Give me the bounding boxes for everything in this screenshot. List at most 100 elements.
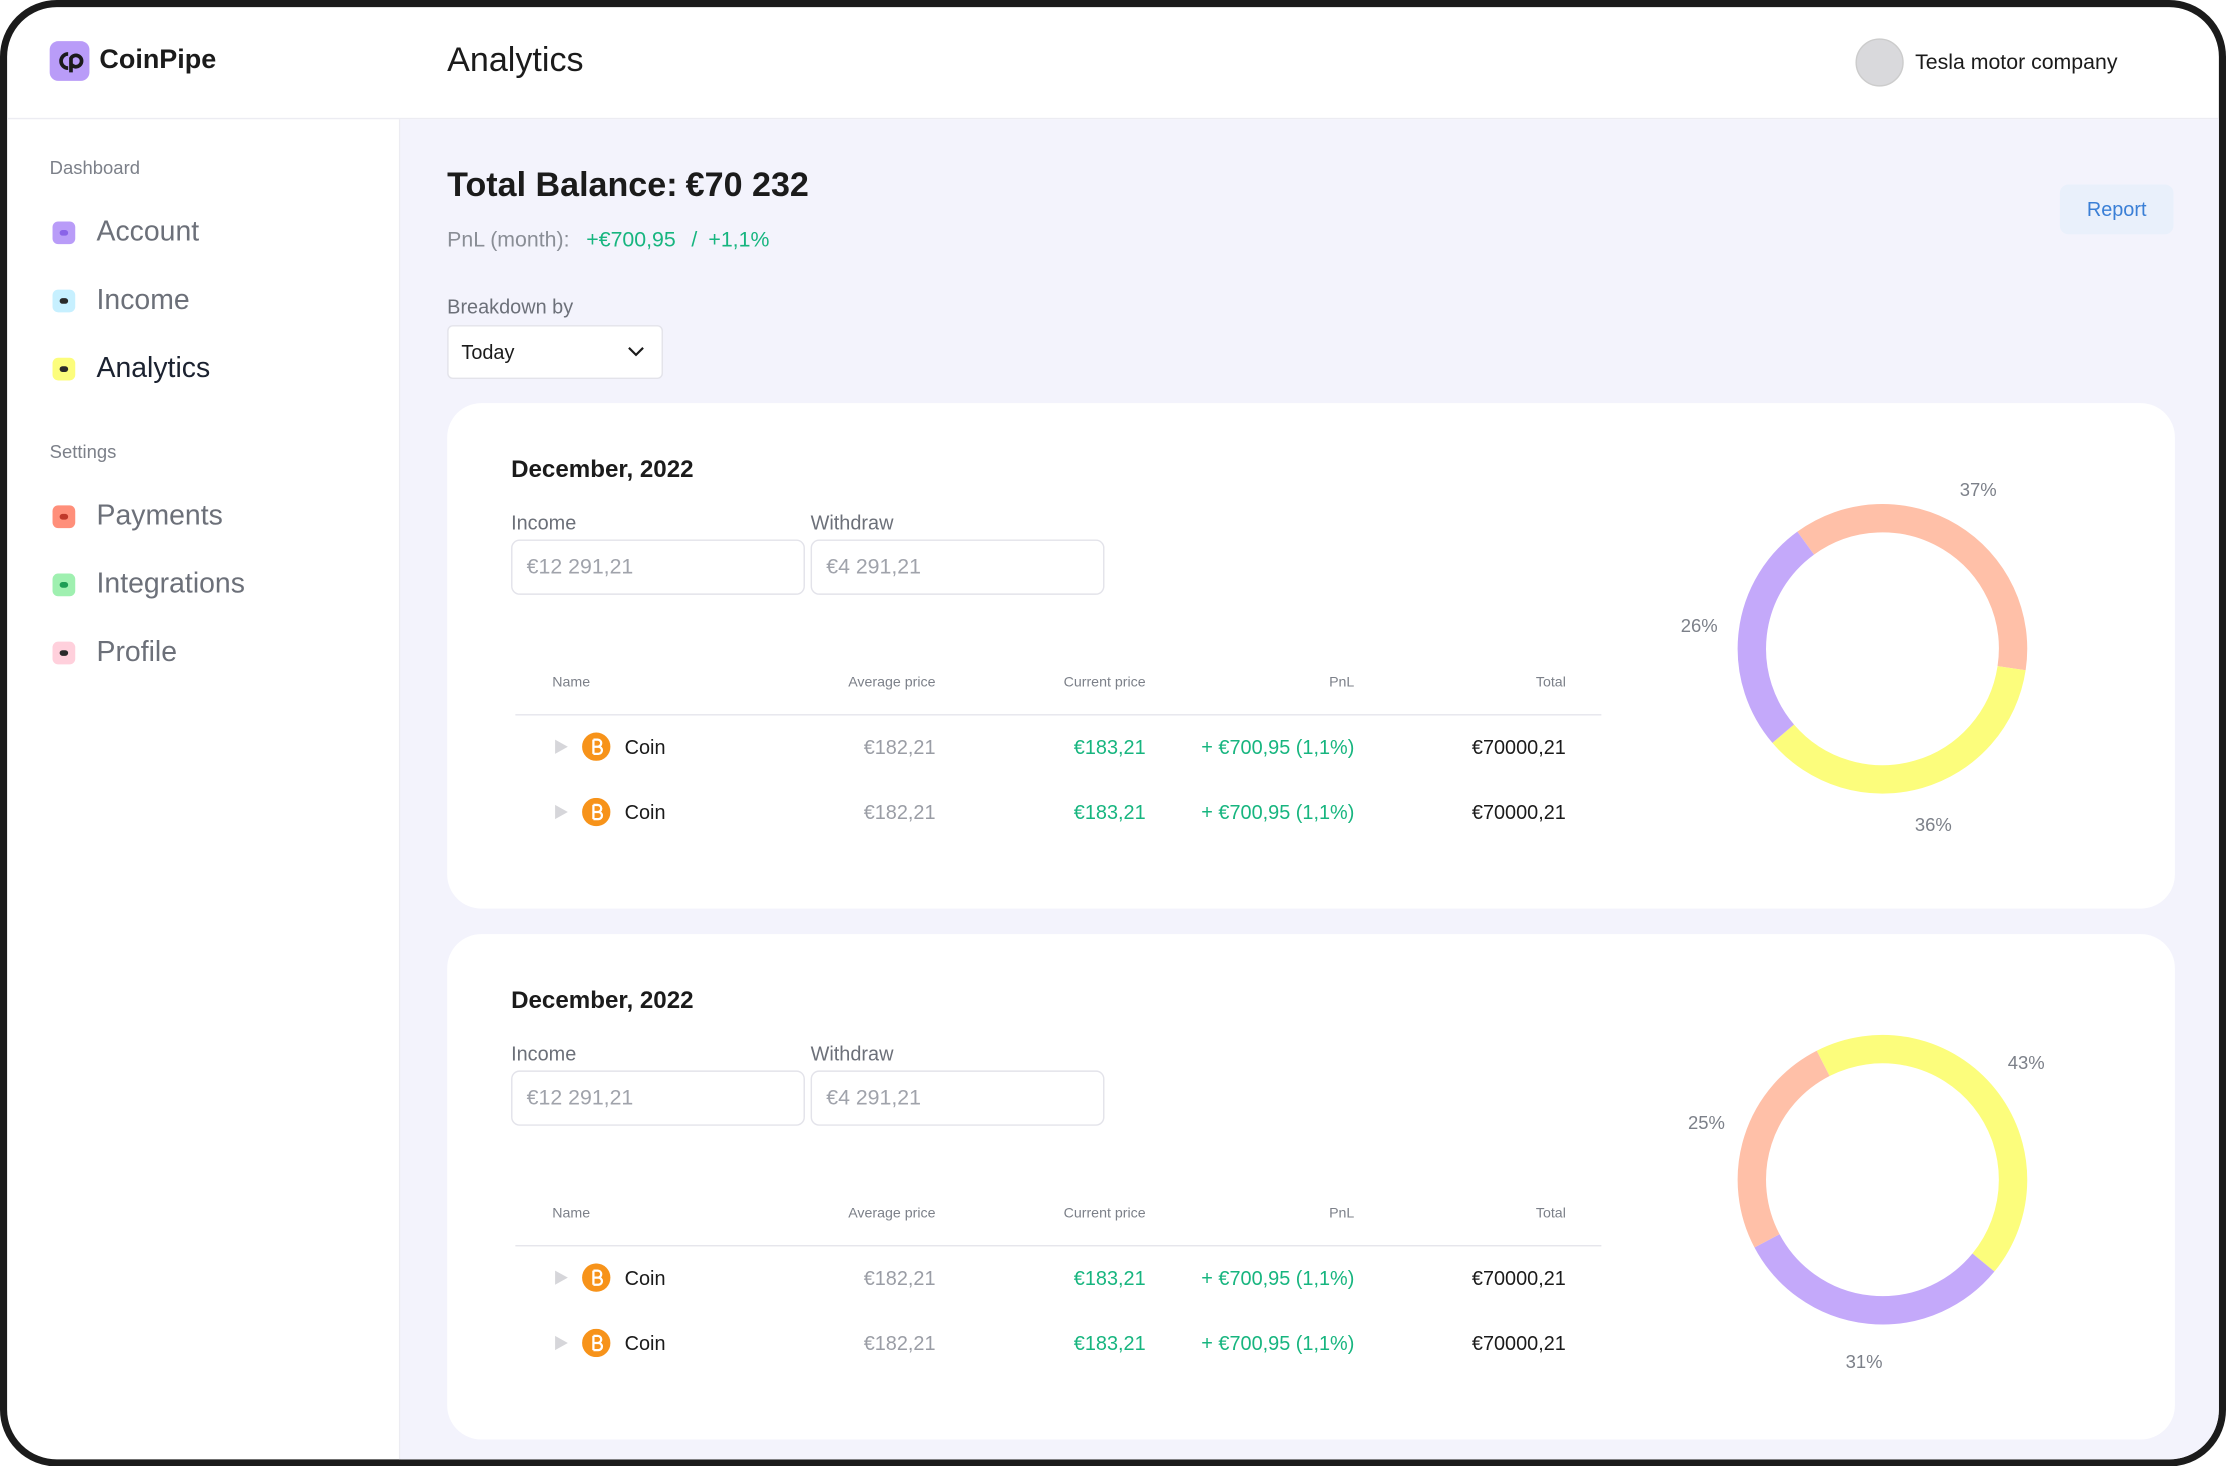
breakdown-select[interactable]: Today [447,325,663,380]
donut-label: 37% [1960,479,1997,500]
table-header: PnL [1329,675,1355,691]
table-cell: €70000,21 [1471,800,1566,824]
chevron [628,347,644,357]
field-label: Withdraw [810,511,894,534]
table-cell: Coin [624,1266,666,1290]
donut-segment [1737,1050,1830,1248]
donut-label: 36% [1915,814,1952,835]
table-cell: €182,21 [863,735,936,759]
nav-item[interactable]: Income [96,284,190,316]
field-label: Income [511,1042,577,1065]
nav-item[interactable]: Integrations [96,568,245,600]
logo-icon [49,41,90,81]
income-input[interactable]: €12 291,21 [511,539,805,595]
table-divider [515,714,1602,716]
card: December, 2022 Income Withdraw €12 291,21 €4… [447,934,2175,1440]
nav-icon[interactable] [52,573,76,597]
withdraw-input[interactable]: €4 291,21 [810,539,1105,595]
expand-toggle[interactable] [554,804,571,821]
coin-icon [582,732,611,761]
expand-toggle[interactable] [554,1269,571,1286]
table-header: Current price [1063,1205,1146,1222]
table-cell: Coin [624,735,666,759]
triangle [555,804,568,820]
header [7,7,2219,120]
pnl-separator: / [691,227,698,252]
nav-icon-dot [59,582,69,588]
section-title: Settings [49,440,117,463]
triangle [555,1270,568,1285]
nav-icon-dot [59,513,69,520]
table-header: Name [552,675,591,691]
withdraw-input[interactable]: €4 291,21 [810,1070,1105,1126]
donut-segment [1737,531,1815,743]
table-cell: €182,21 [863,1266,936,1290]
table-cell: Coin [624,800,666,824]
field-label: Income [511,511,577,534]
card-title: December, 2022 [511,455,694,483]
section-title: Dashboard [49,156,140,179]
table-cell: €70000,21 [1471,1331,1566,1355]
page-title: Analytics [447,41,584,80]
nav-icon[interactable] [52,357,76,381]
pnl-label: PnL (month): [447,227,570,252]
table-cell: + €700,95 (1,1%) [1201,1266,1355,1290]
nav-item[interactable]: Profile [96,636,178,668]
coin-icon [582,1263,611,1292]
table-header: Average price [848,675,936,691]
donut-chart: 43% 31% 25% [1688,1034,2045,1372]
avatar[interactable] [1855,38,1904,87]
nav-item[interactable]: Analytics [96,352,211,385]
nav-icon[interactable] [52,505,76,529]
balance-amount: €70 232 [685,166,809,205]
nav-icon[interactable] [52,221,76,245]
table-header: Name [552,1205,591,1222]
nav-icon-dot [59,366,69,372]
expand-toggle[interactable] [554,1334,571,1351]
select-value: Today [461,340,515,364]
nav-icon[interactable] [52,641,76,665]
nav-icon-dot [59,229,69,236]
triangle [555,1335,568,1351]
sidebar-border [398,119,401,1460]
donut-segment [1797,503,2028,671]
report-button[interactable]: Report [2059,184,2174,235]
table-cell: €183,21 [1073,1266,1146,1290]
balance-label: Total Balance: [447,166,678,205]
nav-icon-dot [59,650,69,656]
coin-glyph [592,1334,604,1352]
logo-glyph [59,52,84,73]
expand-toggle[interactable] [554,738,571,755]
table-cell: €182,21 [863,1331,936,1355]
donut-segment [1816,1034,2028,1272]
donut-label: 26% [1681,615,1718,636]
nav-item[interactable]: Payments [96,500,223,532]
user-name[interactable]: Tesla motor company [1915,50,2118,75]
triangle [555,739,568,754]
breakdown-label: Breakdown by [447,295,574,318]
income-input[interactable]: €12 291,21 [511,1070,805,1126]
pnl-value: +€700,95 [586,227,676,252]
nav-icon[interactable] [52,289,76,313]
table-cell: €70000,21 [1471,735,1566,759]
card: December, 2022 Income Withdraw €12 291,21 €4… [447,403,2175,909]
donut-label: 31% [1846,1351,1883,1372]
coin-glyph [592,803,604,821]
table-divider [515,1245,1602,1247]
table-cell: €183,21 [1073,735,1146,759]
table-cell: €183,21 [1073,800,1146,824]
donut-segment [1754,1233,1995,1325]
table-header: Average price [848,1205,936,1222]
table-header: Total [1535,675,1566,691]
coin-icon [582,797,611,827]
logo-text: CoinPipe [99,45,217,76]
nav-item[interactable]: Account [96,216,200,248]
coin-glyph [592,738,604,755]
card-title: December, 2022 [511,986,694,1014]
table-cell: €70000,21 [1471,1266,1566,1290]
coin-icon [582,1328,611,1358]
table-cell: €183,21 [1073,1331,1146,1355]
